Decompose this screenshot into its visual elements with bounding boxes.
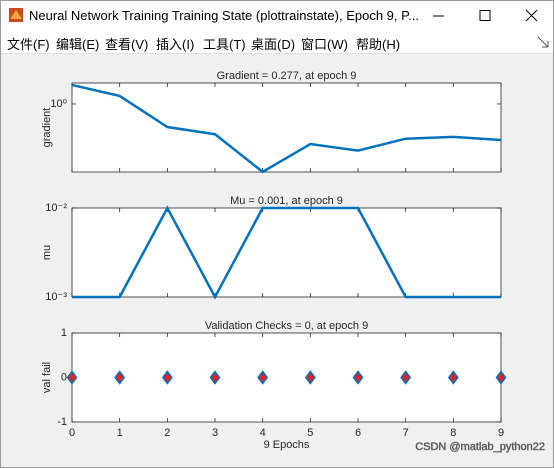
y-axis-label: gradient xyxy=(41,108,53,148)
subplot-title: Validation Checks = 0, at epoch 9 xyxy=(205,320,368,332)
data-point xyxy=(447,370,459,385)
maximize-button[interactable] xyxy=(479,10,491,21)
watermark: CSDN @matlab_python22 xyxy=(415,441,545,453)
menu-item[interactable]: 编辑(E) xyxy=(56,37,100,52)
y-tick-label: 1 xyxy=(61,327,67,339)
data-point xyxy=(114,370,126,385)
title-bar-icons xyxy=(9,8,538,22)
axes xyxy=(71,207,502,298)
app-icon-shape xyxy=(10,10,22,19)
x-tick-label: 2 xyxy=(164,427,170,439)
data-point xyxy=(304,370,316,385)
data-point xyxy=(66,370,78,385)
x-tick-label: 9 xyxy=(498,427,504,439)
y-tick-label: 10⁰ xyxy=(50,98,67,110)
y-axis-label: val fail xyxy=(41,362,53,393)
menu-item[interactable]: 查看(V) xyxy=(105,37,149,52)
x-tick-label: 3 xyxy=(212,427,218,439)
x-tick-label: 4 xyxy=(260,427,266,439)
x-tick-label: 6 xyxy=(355,427,361,439)
axes xyxy=(71,332,502,423)
x-axis-label: 9 Epochs xyxy=(264,439,310,451)
data-point xyxy=(352,370,364,385)
dock-arrow[interactable] xyxy=(537,36,549,48)
menu-item[interactable]: 插入(I) xyxy=(156,37,195,52)
y-tick-label: 10⁻² xyxy=(45,202,67,214)
data-point xyxy=(257,370,269,385)
x-tick-label: 5 xyxy=(307,427,313,439)
x-tick-label: 8 xyxy=(450,427,456,439)
title-bar: Neural Network Training Training State (… xyxy=(1,1,553,31)
menu-item[interactable]: 帮助(H) xyxy=(356,37,401,52)
y-axis-label: mu xyxy=(41,245,53,260)
data-point xyxy=(495,370,507,385)
subplot-title: Mu = 0.001, at epoch 9 xyxy=(230,195,343,207)
y-tick-label: 0 xyxy=(61,371,67,383)
data-point xyxy=(400,370,412,385)
y-tick-label: 10⁻³ xyxy=(45,291,67,303)
menu-item[interactable]: 文件(F) xyxy=(7,37,50,52)
x-tick-label: 0 xyxy=(69,427,75,439)
data-line xyxy=(72,205,501,300)
menu-item[interactable]: 窗口(W) xyxy=(301,37,348,52)
subplot-title: Gradient = 0.277, at epoch 9 xyxy=(217,70,357,82)
x-tick-label: 1 xyxy=(117,427,123,439)
close-button[interactable] xyxy=(525,9,538,22)
data-line xyxy=(71,83,502,174)
x-tick-label: 7 xyxy=(403,427,409,439)
menu-bar: 文件(F) 编辑(E) 查看(V) 插入(I) 工具(T) 桌面(D) 窗口(W) 帮助(H) xyxy=(1,31,553,54)
window-title: Neural Network Training Training State (… xyxy=(29,8,419,23)
menu-item[interactable]: 桌面(D) xyxy=(251,37,296,52)
data-point xyxy=(161,370,173,385)
menu-item[interactable]: 工具(T) xyxy=(203,37,246,52)
y-tick-label: -1 xyxy=(57,416,67,428)
data-point xyxy=(209,370,221,385)
